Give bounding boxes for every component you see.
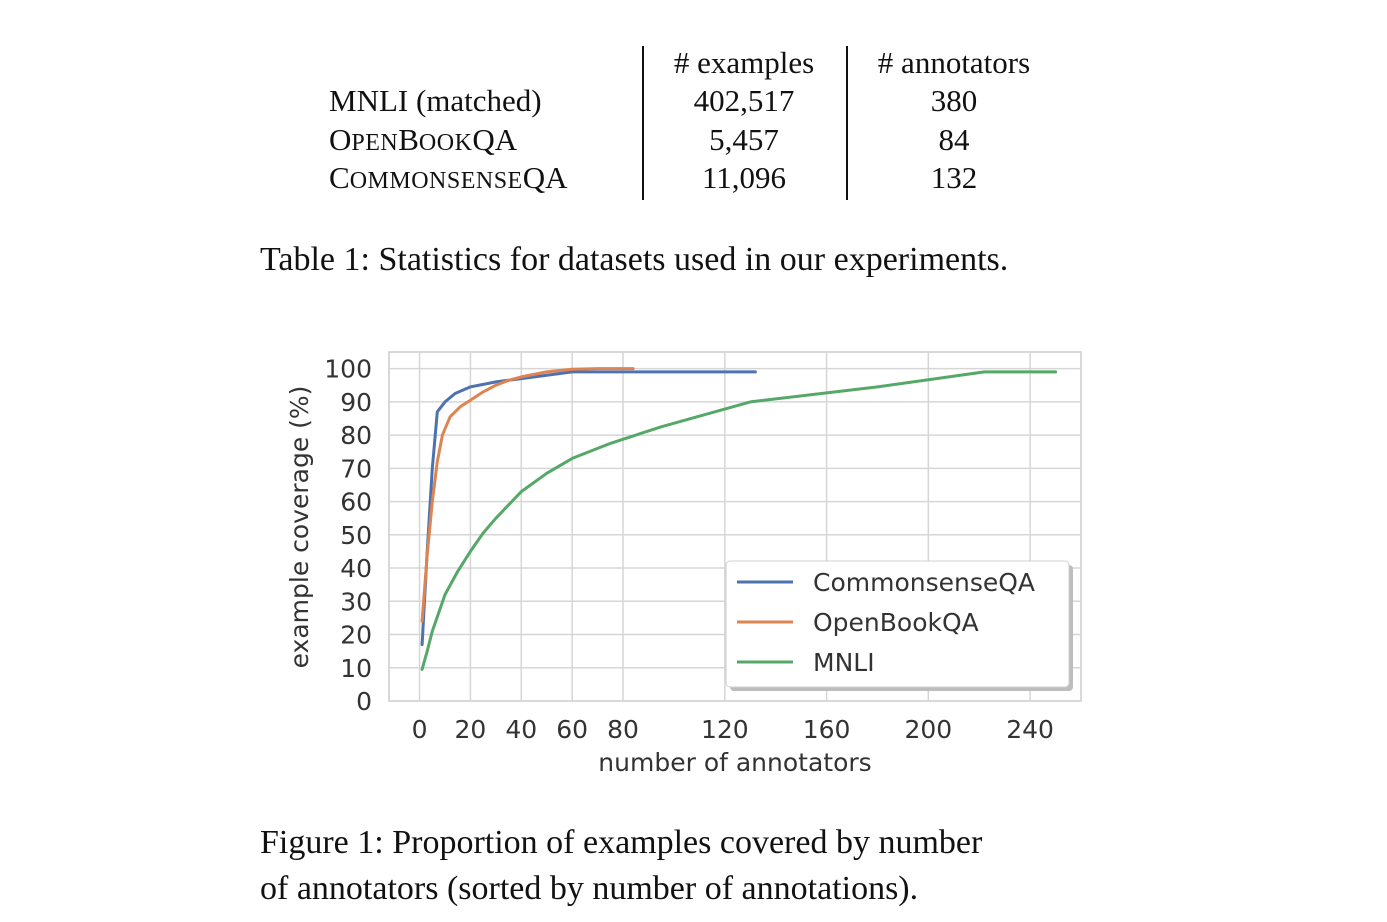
- name-fragment: OOK: [418, 130, 473, 156]
- y-tick-label: 10: [340, 654, 372, 683]
- x-axis-label: number of annotators: [598, 748, 871, 777]
- cell-annotators-commonsenseqa: 132: [930, 160, 978, 195]
- name-fragment: OMMONSENSE: [349, 168, 523, 194]
- y-tick-labels: 0 10 20 30 40 50 60 70 80 90 100: [324, 355, 372, 716]
- x-tick-label: 240: [1006, 715, 1054, 744]
- header-examples: # examples: [673, 45, 815, 80]
- y-axis-label: example coverage (%): [285, 386, 314, 669]
- y-tick-label: 20: [340, 621, 372, 650]
- x-tick-label: 20: [455, 715, 487, 744]
- y-tick-label: 80: [340, 421, 372, 450]
- series-lines: [420, 367, 1058, 671]
- cell-examples-mnli: 402,517: [693, 83, 795, 118]
- name-fragment: QA: [472, 122, 518, 157]
- name-fragment: O: [329, 122, 352, 157]
- legend-label-openbookqa: OpenBookQA: [813, 608, 979, 637]
- row-label-openbookqa: OPENBOOKQA: [329, 121, 517, 162]
- x-tick-label: 60: [556, 715, 588, 744]
- y-tick-label: 40: [340, 554, 372, 583]
- table-caption: Table 1: Statistics for datasets used in…: [260, 241, 1009, 278]
- name-fragment: QA: [522, 160, 568, 195]
- header-annotators: # annotators: [877, 45, 1031, 80]
- legend-label-mnli: MNLI: [813, 648, 875, 677]
- x-tick-label: 40: [505, 715, 537, 744]
- cell-annotators-openbookqa: 84: [938, 122, 970, 157]
- y-tick-label: 100: [324, 355, 372, 384]
- x-tick-label: 120: [701, 715, 749, 744]
- coverage-chart: 0 10 20 30 40 50 60 70 80 90 100 0 20 40 60 80 120 160 20…: [285, 351, 1082, 777]
- x-tick-label: 0: [412, 715, 428, 744]
- legend: CommonsenseQA OpenBookQA MNLI: [725, 560, 1073, 691]
- cell-examples-openbookqa: 5,457: [709, 122, 779, 157]
- y-tick-label: 50: [340, 521, 372, 550]
- row-label-mnli: MNLI (matched): [329, 83, 542, 118]
- cell-annotators-mnli: 380: [930, 83, 978, 118]
- name-fragment: C: [329, 160, 350, 195]
- y-tick-label: 70: [340, 454, 372, 483]
- x-tick-label: 160: [803, 715, 851, 744]
- name-fragment: B: [398, 122, 419, 157]
- series-line-openbookqa: [420, 367, 635, 623]
- legend-label-commonsenseqa: CommonsenseQA: [813, 568, 1035, 597]
- legend-box: [725, 560, 1070, 688]
- row-label-commonsenseqa: COMMONSENSEQA: [329, 159, 568, 200]
- y-tick-label: 0: [356, 687, 372, 716]
- x-tick-label: 200: [904, 715, 952, 744]
- series-line-commonsenseqa: [420, 370, 757, 646]
- x-tick-labels: 0 20 40 60 80 120 160 200 240: [412, 715, 1054, 744]
- grid: [389, 352, 1081, 702]
- table-divider-1: [642, 46, 644, 200]
- statistics-table: # examples # annotators MNLI (matched) 4…: [0, 0, 1387, 210]
- y-tick-label: 90: [340, 388, 372, 417]
- x-tick-label: 80: [607, 715, 639, 744]
- name-fragment: PEN: [351, 130, 399, 156]
- cell-examples-commonsenseqa: 11,096: [701, 160, 787, 195]
- table-divider-2: [846, 46, 848, 200]
- series-line-mnli: [420, 370, 1058, 671]
- y-tick-label: 60: [340, 488, 372, 517]
- y-tick-label: 30: [340, 587, 372, 616]
- figure-caption-line-1: Figure 1: Proportion of examples covered…: [260, 824, 983, 861]
- figure-caption-line-2: of annotators (sorted by number of annot…: [260, 870, 919, 907]
